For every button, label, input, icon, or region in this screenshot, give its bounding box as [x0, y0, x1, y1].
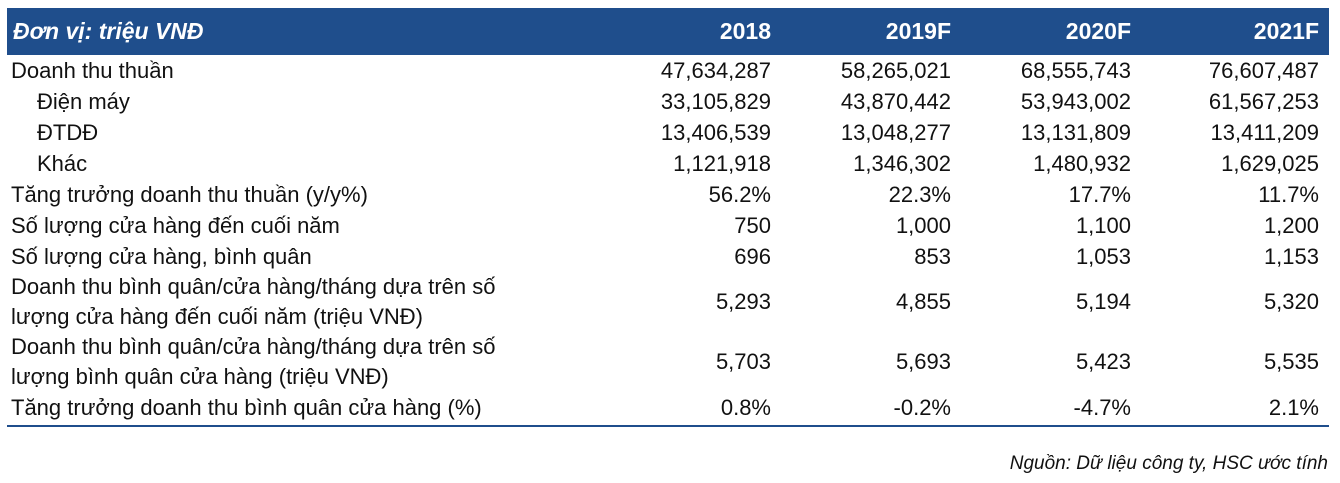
row-label-line1: Doanh thu bình quân/cửa hàng/tháng dựa t… [11, 274, 496, 299]
cell-value: 2.1% [1268, 395, 1319, 420]
cell-value: 0.8% [720, 395, 771, 420]
cell-value: 13,406,539 [660, 120, 771, 145]
cell-value: 5,194 [1075, 289, 1131, 314]
cell-value: 1,480,932 [1033, 151, 1131, 176]
table-row: Doanh thu thuần 47,634,287 58,265,021 68… [7, 55, 1329, 86]
table-row: Doanh thu bình quân/cửa hàng/tháng dựa t… [7, 332, 1329, 392]
cell-value: 13,411,209 [1210, 120, 1319, 145]
cell-value: 1,100 [1075, 213, 1131, 238]
year-header-2020f: 2020F [1065, 18, 1131, 44]
cell-value: 22.3% [888, 182, 951, 207]
row-label-line1: Doanh thu bình quân/cửa hàng/tháng dựa t… [11, 334, 496, 359]
cell-value: 1,629,025 [1221, 151, 1319, 176]
table-header: Đơn vị: triệu VNĐ 2018 2019F 2020F 2021F [7, 8, 1329, 55]
row-label: Doanh thu thuần [11, 58, 174, 83]
table-row: Khác 1,121,918 1,346,302 1,480,932 1,629… [7, 148, 1329, 179]
cell-value: 696 [734, 244, 771, 269]
cell-value: 56.2% [708, 182, 771, 207]
cell-value: 53,943,002 [1020, 89, 1131, 114]
row-label: Tăng trưởng doanh thu thuần (y/y%) [11, 182, 368, 207]
cell-value: 1,121,918 [673, 151, 771, 176]
table-row: Điện máy 33,105,829 43,870,442 53,943,00… [7, 86, 1329, 117]
table-row: Tăng trưởng doanh thu bình quân cửa hàng… [7, 392, 1329, 423]
table-row: Doanh thu bình quân/cửa hàng/tháng dựa t… [7, 272, 1329, 332]
cell-value: 1,153 [1263, 244, 1319, 269]
cell-value: 5,423 [1075, 349, 1131, 374]
cell-value: 17.7% [1068, 182, 1131, 207]
row-label: Doanh thu bình quân/cửa hàng/tháng dựa t… [7, 332, 599, 392]
unit-label: Đơn vị: triệu VNĐ [13, 18, 204, 44]
year-header-2018: 2018 [719, 18, 771, 44]
cell-value: 1,053 [1075, 244, 1131, 269]
row-label: Tăng trưởng doanh thu bình quân cửa hàng… [11, 395, 482, 420]
table-row: Số lượng cửa hàng, bình quân 696 853 1,0… [7, 241, 1329, 272]
table-body: Doanh thu thuần 47,634,287 58,265,021 68… [7, 55, 1329, 427]
cell-value: 5,293 [715, 289, 771, 314]
cell-value: 58,265,021 [840, 58, 951, 83]
year-header-2019f: 2019F [885, 18, 951, 44]
cell-value: 43,870,442 [840, 89, 951, 114]
row-label-line2: lượng bình quân cửa hàng (triệu VNĐ) [11, 364, 389, 389]
financial-table: Đơn vị: triệu VNĐ 2018 2019F 2020F 2021F… [7, 8, 1329, 427]
table-row: ĐTDĐ 13,406,539 13,048,277 13,131,809 13… [7, 117, 1329, 148]
cell-value: 5,535 [1263, 349, 1319, 374]
cell-value: 5,320 [1263, 289, 1319, 314]
row-label: Doanh thu bình quân/cửa hàng/tháng dựa t… [7, 272, 599, 332]
row-label: Số lượng cửa hàng đến cuối năm [11, 213, 340, 238]
year-header-2021f: 2021F [1253, 18, 1319, 44]
row-label: Số lượng cửa hàng, bình quân [11, 244, 312, 269]
cell-value: 33,105,829 [660, 89, 771, 114]
row-label: Khác [37, 151, 88, 176]
cell-value: -0.2% [893, 395, 951, 420]
cell-value: 13,131,809 [1020, 120, 1131, 145]
cell-value: 47,634,287 [660, 58, 771, 83]
cell-value: 1,200 [1263, 213, 1319, 238]
table-row: Số lượng cửa hàng đến cuối năm 750 1,000… [7, 210, 1329, 241]
cell-value: 750 [734, 213, 771, 238]
table-row: Tăng trưởng doanh thu thuần (y/y%) 56.2%… [7, 179, 1329, 210]
cell-value: 853 [914, 244, 951, 269]
cell-value: 13,048,277 [840, 120, 951, 145]
cell-value: 68,555,743 [1020, 58, 1131, 83]
cell-value: 1,000 [895, 213, 951, 238]
source-note: Nguồn: Dữ liệu công ty, HSC ước tính [1009, 453, 1328, 474]
cell-value: 4,855 [895, 289, 951, 314]
row-label: ĐTDĐ [37, 120, 99, 145]
cell-value: 1,346,302 [853, 151, 951, 176]
row-label-line2: lượng cửa hàng đến cuối năm (triệu VNĐ) [11, 304, 423, 329]
row-label: Điện máy [37, 89, 130, 114]
cell-value: 61,567,253 [1208, 89, 1319, 114]
cell-value: 76,607,487 [1208, 58, 1319, 83]
cell-value: -4.7% [1073, 395, 1131, 420]
cell-value: 11.7% [1258, 182, 1319, 207]
cell-value: 5,703 [715, 349, 771, 374]
cell-value: 5,693 [895, 349, 951, 374]
